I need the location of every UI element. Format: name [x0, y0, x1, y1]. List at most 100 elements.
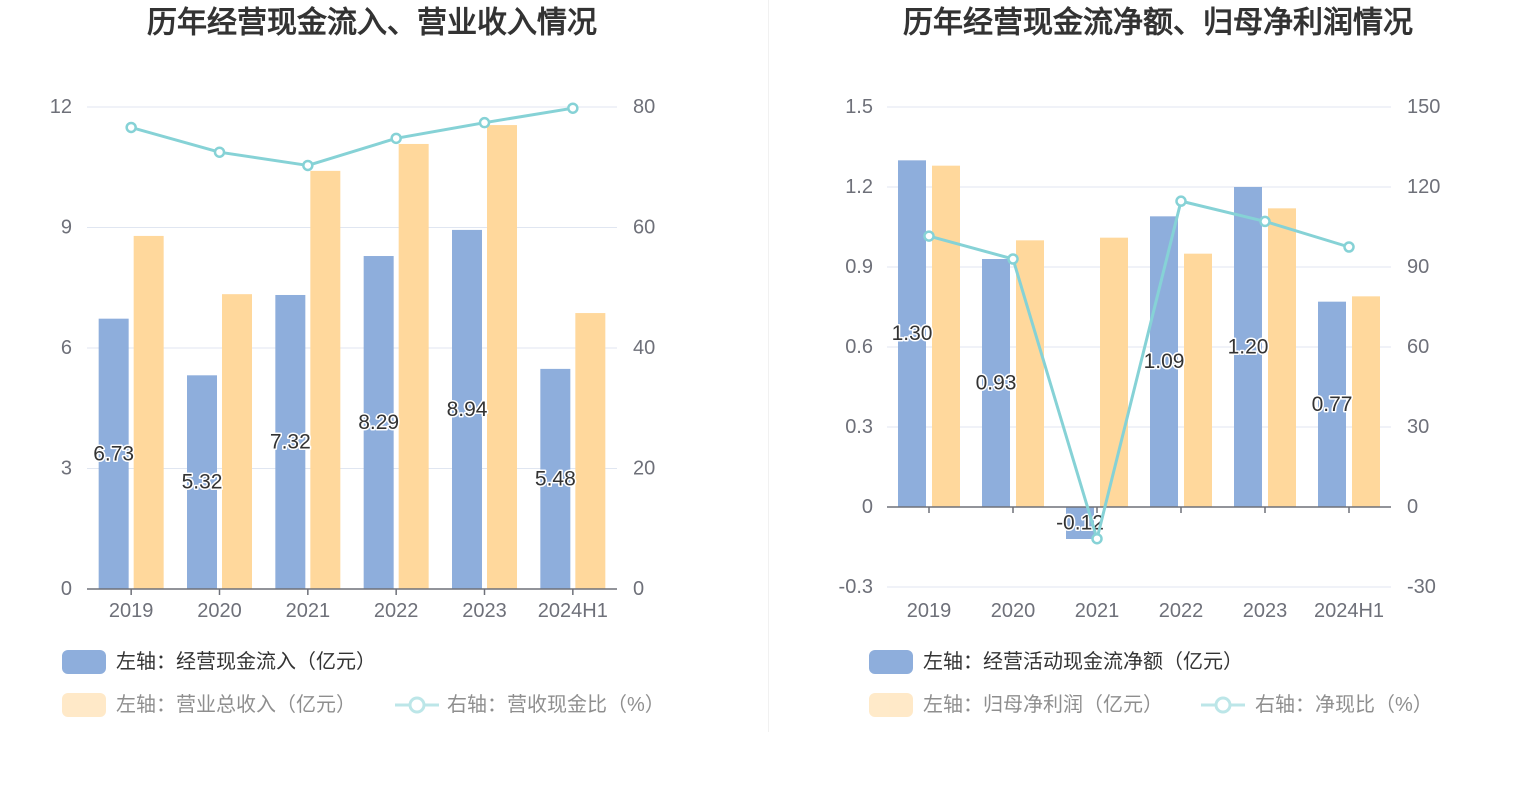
- y-right-tick-label: 0: [1407, 496, 1418, 518]
- bar-series1-2020: [187, 375, 217, 589]
- line-point-2020: [1007, 253, 1019, 265]
- y-right-tick-label: 60: [1407, 336, 1429, 358]
- line-point-2024H1: [1343, 241, 1355, 253]
- x-tick-label: 2019: [907, 600, 952, 622]
- x-tick-label: 2024H1: [1314, 600, 1384, 622]
- bar-series1-2021: [275, 294, 306, 589]
- bar-value-label: 5.32: [182, 471, 223, 494]
- legend-bar-swatch: [62, 693, 106, 717]
- legend-item-cash-revenue-ratio[interactable]: 右轴：营收现金比（%）: [395, 693, 665, 716]
- y-left-tick-label: 6: [61, 337, 72, 359]
- y-right-tick-label: 0: [633, 578, 644, 600]
- y-left-tick-label: 0.3: [845, 416, 873, 438]
- bar-series1-2023: [452, 229, 482, 589]
- legend-item-cash-inflow[interactable]: 左轴：经营现金流入（亿元）: [62, 650, 376, 674]
- line-point-2020: [213, 146, 226, 158]
- bar-value-label: 0.77: [1312, 393, 1353, 416]
- line-point-2021: [302, 159, 314, 172]
- bar-series2-2019: [133, 235, 164, 589]
- bar-series2-2024H1: [575, 313, 606, 589]
- y-left-tick-label: 0.6: [845, 336, 873, 358]
- legend-bar-swatch: [869, 650, 913, 674]
- y-left-tick-label: 1.5: [845, 96, 873, 118]
- y-right-tick-label: 20: [633, 458, 655, 480]
- legend-label: 右轴：净现比（%）: [1255, 693, 1433, 716]
- legend: 左轴：经营活动现金流净额（亿元） 左轴：归母净利润（亿元） 右轴：净现比（%）: [869, 650, 1433, 717]
- legend-marker-icon: [408, 696, 426, 714]
- x-tick-label: 2021: [1075, 600, 1120, 622]
- bar-value-label: 5.48: [535, 467, 576, 490]
- y-left-tick-label: 0.9: [845, 256, 873, 278]
- legend: 左轴：经营现金流入（亿元） 左轴：营业总收入（亿元） 右轴：营收现金比（%）: [62, 650, 665, 717]
- legend-label: 左轴：经营活动现金流净额（亿元）: [923, 650, 1243, 673]
- x-tick-label: 2021: [286, 600, 331, 622]
- y-right-tick-label: 30: [1407, 416, 1429, 438]
- legend-label: 左轴：营业总收入（亿元）: [116, 693, 356, 716]
- bar-series1-2019: [98, 318, 129, 589]
- y-right-tick-label: 150: [1407, 96, 1440, 118]
- plot-area: 0 3 6 9 12 0 20 40 60 80 2019 2020 2021 2022 2023 2024H…: [50, 96, 656, 622]
- bar-series2-2020: [222, 294, 252, 589]
- legend-item-net-cash-flow[interactable]: 左轴：经营活动现金流净额（亿元）: [869, 650, 1243, 674]
- legend-label: 左轴：经营现金流入（亿元）: [116, 650, 376, 673]
- plot-area: -0.3 0 0.3 0.6 0.9 1.2 1.5 -30 0 30 60 90 120 150 2019…: [839, 96, 1441, 622]
- y-left-tick-label: 3: [61, 458, 72, 480]
- line-point-2019: [125, 121, 137, 134]
- bar-series2-2024H1: [1352, 296, 1380, 507]
- bar-series2-2022: [398, 143, 429, 589]
- y-left-tick-label: -0.3: [839, 576, 873, 598]
- bar-value-label: 6.73: [93, 442, 134, 465]
- net-cash-flow-profit-chart: 历年经营现金流净额、归母净利润情况 -0.3 0 0.3 0.6 0.9 1.2 1.5 -3…: [839, 6, 1441, 717]
- x-tick-label: 2020: [991, 600, 1036, 622]
- bar-series1-2019: [898, 160, 926, 508]
- line-series3: [928, 199, 1350, 541]
- line-point-2024H1: [567, 102, 579, 114]
- y-left-tick-label: 12: [50, 96, 72, 118]
- bar-series2-2023: [487, 125, 517, 589]
- bar-value-label: 1.30: [892, 322, 933, 345]
- bar-series2-2021: [1100, 237, 1128, 507]
- bar-series1-2024H1: [1318, 301, 1346, 507]
- line-point-2022: [1175, 195, 1187, 207]
- y-right-tick-label: -30: [1407, 576, 1436, 598]
- y-left-tick-label: 0: [61, 578, 72, 600]
- line-point-2023: [1259, 215, 1271, 228]
- bar-series1-2022: [363, 256, 394, 589]
- bar-value-label: 1.09: [1144, 350, 1185, 373]
- y-left-tick-label: 0: [862, 496, 873, 518]
- bar-series2-2023: [1268, 208, 1296, 508]
- bar-series1-2020: [982, 259, 1010, 507]
- bar-value-label: -0.12: [1056, 512, 1104, 535]
- line-point-2019: [923, 230, 935, 242]
- x-tick-label: 2023: [1243, 600, 1288, 622]
- legend-bar-swatch: [62, 650, 106, 674]
- bar-value-label: 1.20: [1228, 336, 1269, 359]
- legend-item-revenue[interactable]: 左轴：营业总收入（亿元）: [62, 693, 356, 717]
- legend-bar-swatch: [869, 693, 913, 717]
- bar-series2-2019: [932, 165, 960, 507]
- chart-title: 历年经营现金流入、营业收入情况: [147, 6, 597, 40]
- line-series3: [130, 106, 574, 167]
- y-left-tick-label: 1.2: [845, 176, 873, 198]
- x-tick-label: 2022: [374, 600, 419, 622]
- line-point-2021: [1091, 532, 1103, 545]
- y-right-tick-label: 40: [633, 337, 655, 359]
- line-point-2023: [478, 116, 491, 129]
- bar-series1-2024H1: [540, 368, 571, 589]
- y-right-tick-label: 120: [1407, 176, 1440, 198]
- legend-item-net-profit[interactable]: 左轴：归母净利润（亿元）: [869, 693, 1163, 717]
- y-left-tick-label: 9: [61, 217, 72, 239]
- legend-item-cash-profit-ratio[interactable]: 右轴：净现比（%）: [1201, 693, 1433, 716]
- y-right-tick-label: 60: [633, 217, 655, 239]
- x-tick-label: 2020: [197, 600, 242, 622]
- y-right-tick-label: 90: [1407, 256, 1429, 278]
- x-tick-label: 2022: [1159, 600, 1204, 622]
- line-point-2022: [390, 132, 402, 145]
- bar-value-label: 0.93: [976, 372, 1017, 395]
- x-tick-label: 2024H1: [538, 600, 608, 622]
- bar-value-label: 8.29: [358, 411, 399, 434]
- chart-title: 历年经营现金流净额、归母净利润情况: [903, 6, 1413, 40]
- bar-value-label: 7.32: [270, 430, 311, 453]
- x-tick-label: 2023: [462, 600, 507, 622]
